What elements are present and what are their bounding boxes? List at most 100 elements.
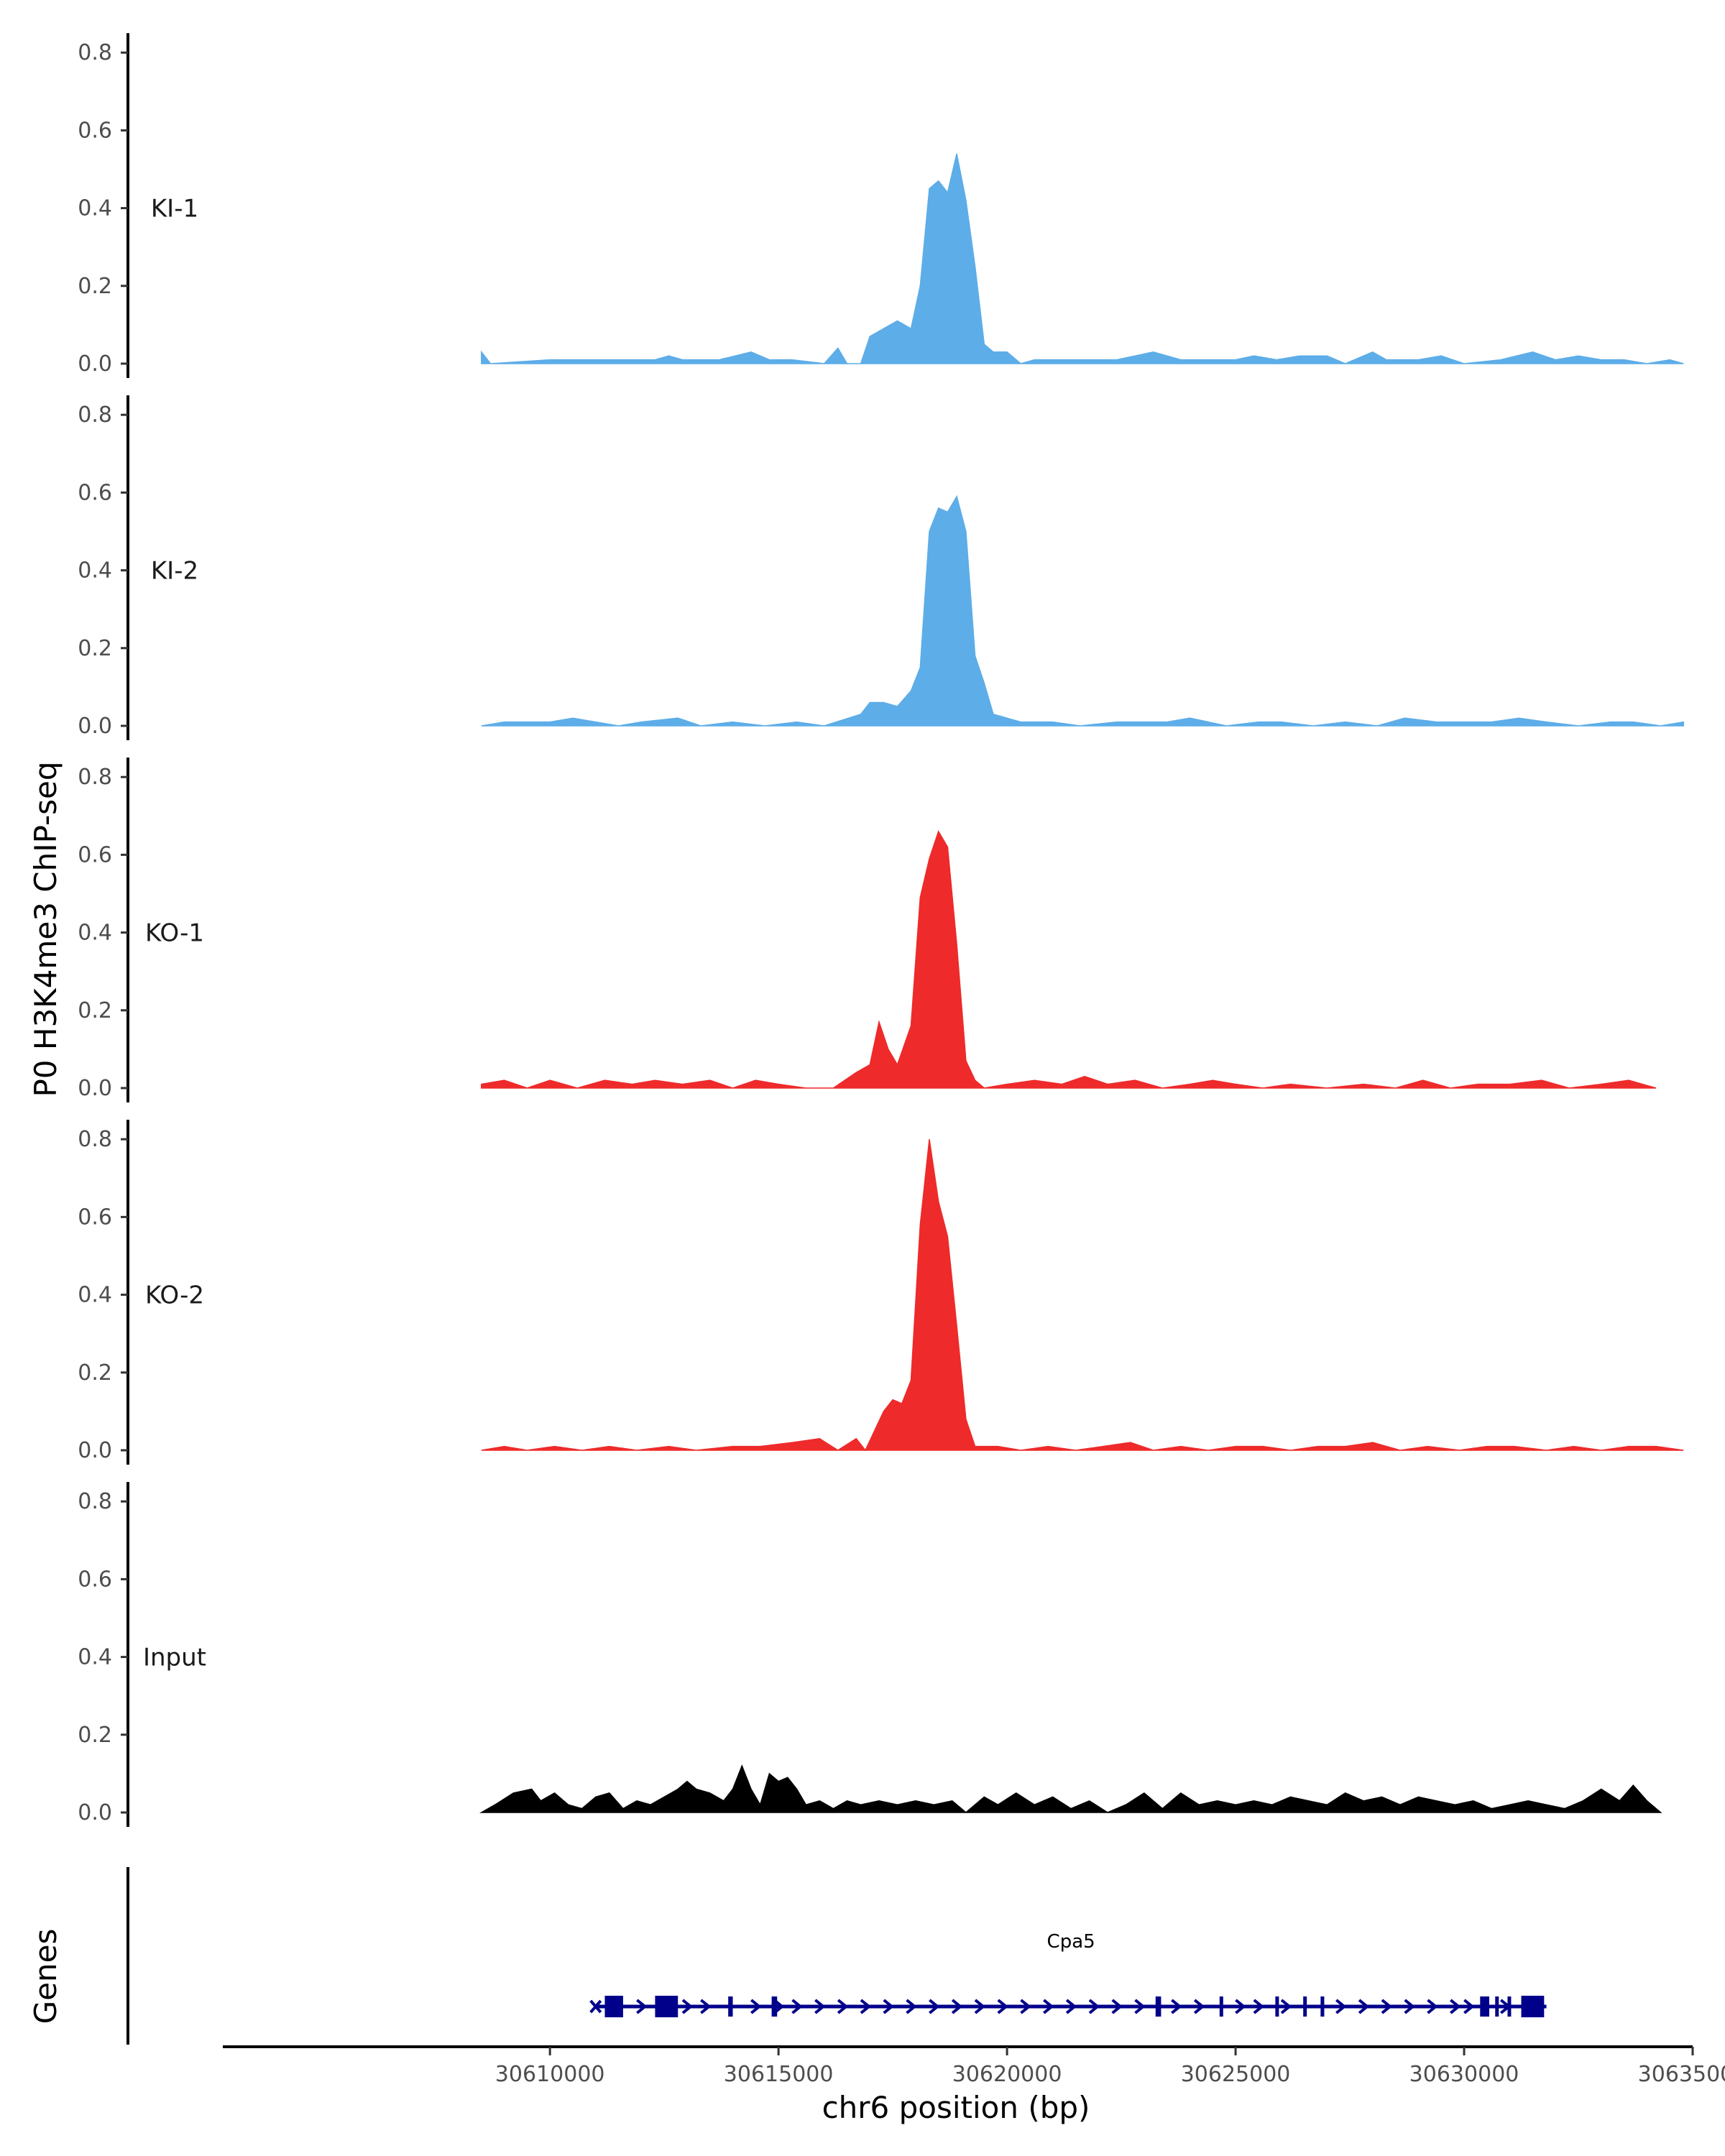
y-tick-label: 0.2 bbox=[78, 636, 112, 661]
gene-exon bbox=[604, 1996, 623, 2017]
track-label: KI-1 bbox=[151, 195, 198, 224]
y-tick-label: 0.4 bbox=[78, 921, 112, 946]
strand-arrow bbox=[1381, 1999, 1393, 2014]
strand-arrow bbox=[1335, 1999, 1347, 2014]
strand-arrow bbox=[1171, 1999, 1182, 2014]
strand-arrow bbox=[837, 1999, 849, 2014]
strand-arrow bbox=[1450, 1999, 1461, 2014]
strand-arrow bbox=[860, 1999, 872, 2014]
gene-exon bbox=[1507, 1996, 1512, 2017]
y-tick-label: 0.4 bbox=[78, 558, 112, 584]
strand-arrow bbox=[906, 1999, 917, 2014]
x-tick-label: 30625000 bbox=[1181, 2062, 1291, 2087]
strand-arrow bbox=[1404, 1999, 1415, 2014]
strand-arrow bbox=[1065, 1999, 1077, 2014]
strand-arrow bbox=[974, 1999, 986, 2014]
track-signal-area bbox=[481, 494, 1685, 727]
strand-arrow bbox=[1253, 1999, 1265, 2014]
strand-arrow bbox=[791, 1999, 803, 2014]
y-tick-label: 0.6 bbox=[78, 842, 112, 867]
gene-exon bbox=[728, 1996, 733, 2017]
track-signal-area bbox=[481, 1139, 1684, 1452]
gene-exon bbox=[771, 1996, 778, 2017]
gene-start-marker bbox=[589, 1999, 602, 2014]
y-tick-label: 0.2 bbox=[78, 274, 112, 299]
y-tick-label: 0.2 bbox=[78, 1723, 112, 1748]
y-tick-label: 0.8 bbox=[78, 1127, 112, 1152]
strand-arrow bbox=[814, 1999, 826, 2014]
strand-arrow bbox=[1358, 1999, 1370, 2014]
track-input: 0.0 0.2 0.4 0.6 0.8 Input bbox=[78, 1482, 1662, 1827]
track-signal-area bbox=[481, 153, 1684, 364]
strand-arrow bbox=[1427, 1999, 1438, 2014]
y-tick-label: 0.8 bbox=[78, 765, 112, 790]
y-tick-label: 0.6 bbox=[78, 480, 112, 505]
strand-arrow bbox=[1111, 1999, 1123, 2014]
x-axis-title: chr6 position (bp) bbox=[822, 2090, 1090, 2125]
y-tick-label: 0.2 bbox=[78, 998, 112, 1023]
gene-exon bbox=[1275, 1996, 1279, 2017]
strand-arrow bbox=[750, 1999, 762, 2014]
gene-exon bbox=[1155, 1996, 1162, 2017]
genes-track: Cpa5 bbox=[126, 1867, 1547, 2045]
track-ko-1: 0.0 0.2 0.4 0.6 0.8 KO-1 bbox=[78, 757, 1657, 1102]
gene-exon bbox=[1521, 1996, 1545, 2017]
track-signal-area bbox=[479, 1764, 1662, 1813]
track-label: KI-2 bbox=[151, 557, 198, 586]
gene-exon bbox=[1480, 1996, 1490, 2017]
strand-arrow bbox=[1134, 1999, 1146, 2014]
y-tick-label: 0.0 bbox=[78, 1076, 112, 1101]
y-tick-label: 0.8 bbox=[78, 40, 112, 65]
strand-arrow bbox=[1463, 1999, 1475, 2014]
gene-exon bbox=[655, 1996, 678, 2017]
y-tick-label: 0.6 bbox=[78, 118, 112, 143]
y-axis-title: P0 H3K4me3 ChIP-seq bbox=[28, 761, 63, 1097]
strand-arrow bbox=[1280, 1999, 1292, 2014]
y-tick-label: 0.4 bbox=[78, 1645, 112, 1670]
strand-arrow bbox=[951, 1999, 963, 2014]
signal-tracks: 0.00.20.40.60.8KI-10.00.20.40.60.8KI-20.… bbox=[78, 33, 1685, 1827]
strand-arrow bbox=[883, 1999, 894, 2014]
gene-exon bbox=[1495, 1996, 1499, 2017]
track-ki-1: 0.0 0.2 0.4 0.6 0.8 KI-1 bbox=[78, 33, 1684, 378]
strand-arrow bbox=[681, 1999, 694, 2014]
strand-arrow bbox=[700, 1999, 712, 2014]
y-tick-label: 0.8 bbox=[78, 402, 112, 428]
track-label: KO-1 bbox=[145, 919, 204, 948]
y-tick-label: 0.0 bbox=[78, 1800, 112, 1825]
y-tick-label: 0.2 bbox=[78, 1360, 112, 1386]
y-tick-label: 0.4 bbox=[78, 1283, 112, 1308]
strand-arrow bbox=[1193, 1999, 1205, 2014]
track-ki-2: 0.0 0.2 0.4 0.6 0.8 KI-2 bbox=[78, 395, 1685, 740]
track-label: Input bbox=[143, 1644, 206, 1672]
strand-arrow bbox=[1043, 1999, 1054, 2014]
y-tick-label: 0.4 bbox=[78, 196, 112, 221]
strand-arrow bbox=[636, 1999, 648, 2014]
y-tick-label: 0.0 bbox=[78, 351, 112, 377]
y-tick-label: 0.6 bbox=[78, 1204, 112, 1230]
track-signal-area bbox=[481, 830, 1657, 1089]
track-label: KO-2 bbox=[145, 1281, 204, 1310]
y-tick-label: 0.0 bbox=[78, 1438, 112, 1463]
x-tick-label: 30630000 bbox=[1409, 2062, 1519, 2087]
gene-exon bbox=[1219, 1996, 1223, 2017]
x-tick-label: 30610000 bbox=[495, 2062, 605, 2087]
track-ko-2: 0.0 0.2 0.4 0.6 0.8 KO-2 bbox=[78, 1120, 1684, 1465]
strand-arrow bbox=[1235, 1999, 1246, 2014]
gene-exon bbox=[1320, 1996, 1325, 2017]
genes-axis-title: Genes bbox=[28, 1929, 63, 2024]
gene-exon bbox=[1303, 1996, 1307, 2017]
y-tick-label: 0.6 bbox=[78, 1567, 112, 1592]
strand-arrow bbox=[1088, 1999, 1100, 2014]
strand-arrow bbox=[997, 1999, 1008, 2014]
x-axis: 30610000 30615000 30620000 30625000 30630000… bbox=[223, 2045, 1725, 2087]
x-tick-label: 30615000 bbox=[724, 2062, 834, 2087]
strand-arrow bbox=[1020, 1999, 1031, 2014]
x-tick-label: 30620000 bbox=[952, 2062, 1062, 2087]
y-tick-label: 0.8 bbox=[78, 1489, 112, 1514]
x-tick-label: 30635000 bbox=[1638, 2062, 1725, 2087]
gene-name: Cpa5 bbox=[1047, 1931, 1095, 1953]
y-tick-label: 0.0 bbox=[78, 714, 112, 739]
strand-arrow bbox=[929, 1999, 940, 2014]
